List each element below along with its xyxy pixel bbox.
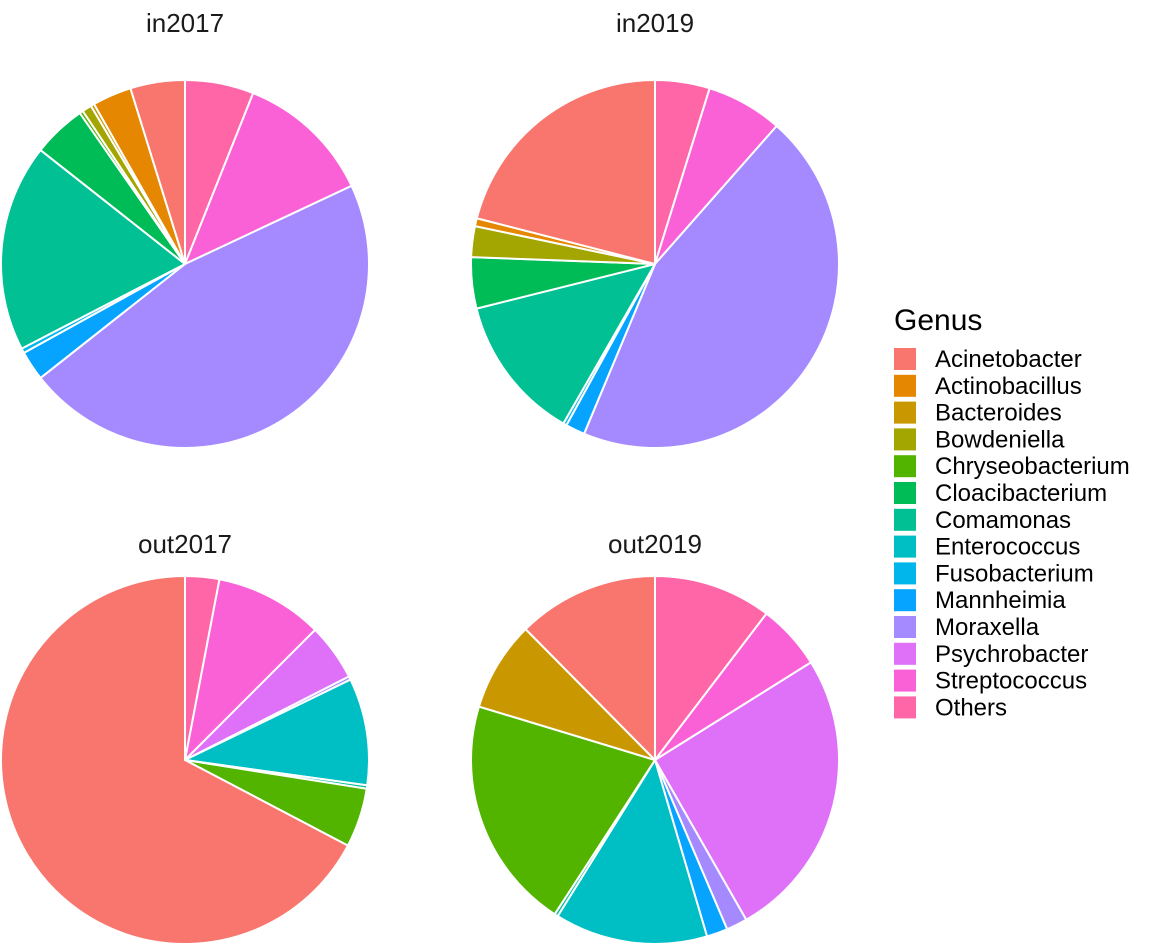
panel-title: out2019	[608, 529, 702, 559]
pie-slice-bacteroides	[477, 627, 656, 761]
legend-label: Bowdeniella	[935, 426, 1065, 453]
pie-slice-acinetobacter	[129, 78, 186, 265]
pie-slice-moraxella	[582, 124, 840, 449]
pie-slice-acinetobacter	[524, 574, 656, 763]
legend-label: Enterococcus	[935, 534, 1080, 561]
pie-slice-enterococcus	[556, 757, 709, 945]
legend-key	[894, 455, 916, 478]
pie-slice-acinetobacter	[0, 574, 350, 945]
panel-in2019: in2019	[470, 8, 840, 449]
legend-label: Moraxella	[935, 614, 1040, 641]
legend-key	[894, 589, 916, 612]
pie-slice-comamonas	[475, 262, 658, 425]
legend-key	[894, 669, 916, 692]
panel-out2019: out2019	[470, 529, 840, 945]
legend-item-enterococcus: Enterococcus	[894, 534, 1080, 561]
pie-slice-streptococcus	[183, 91, 353, 266]
legend-key	[894, 348, 916, 370]
legend-item-bacteroides: Bacteroides	[894, 400, 1062, 427]
legend-key	[894, 428, 916, 451]
legend-label: Comamonas	[935, 507, 1071, 534]
pie-slice-chryseobacterium	[470, 705, 657, 916]
legend-item-comamonas: Comamonas	[894, 507, 1071, 534]
legend-item-chryseobacterium: Chryseobacterium	[894, 453, 1130, 480]
pie-slice-moraxella	[39, 184, 370, 449]
panel-in2017: in2017	[0, 8, 370, 449]
legend-title: Genus	[894, 304, 982, 337]
legend-label: Actinobacillus	[935, 373, 1082, 400]
pie-slices	[0, 78, 370, 449]
pie-slices	[470, 574, 840, 945]
legend-item-psychrobacter: Psychrobacter	[894, 641, 1088, 668]
legend-item-fusobacterium: Fusobacterium	[894, 560, 1094, 587]
legend-label: Others	[935, 694, 1007, 721]
legend-key	[894, 642, 916, 665]
legend-key	[894, 562, 916, 585]
pie-slice-psychrobacter	[653, 661, 840, 922]
legend-key	[894, 508, 916, 531]
panel-title: in2017	[146, 8, 224, 38]
pie-slice-enterococcus	[181, 678, 370, 787]
legend-item-actinobacillus: Actinobacillus	[894, 373, 1082, 400]
legend-label: Psychrobacter	[935, 641, 1088, 668]
legend-label: Chryseobacterium	[935, 453, 1130, 480]
legend-label: Mannheimia	[935, 587, 1066, 614]
legend-item-bowdeniella: Bowdeniella	[894, 426, 1065, 453]
legend-label: Bacteroides	[935, 400, 1062, 427]
legend-key	[894, 535, 916, 558]
pie-slice-comamonas	[0, 148, 187, 350]
legend: Genus AcinetobacterActinobacillusBactero…	[894, 304, 1130, 721]
legend-key	[894, 401, 916, 424]
legend-label: Cloacibacterium	[935, 480, 1107, 507]
legend-item-mannheimia: Mannheimia	[894, 587, 1066, 614]
panel-title: in2019	[616, 8, 694, 38]
pie-slice-streptococcus	[183, 578, 317, 764]
legend-key	[894, 482, 916, 504]
pie-slices	[0, 574, 370, 945]
panel-out2017: out2017	[0, 529, 370, 945]
legend-label: Fusobacterium	[935, 560, 1094, 587]
legend-item-cloacibacterium: Cloacibacterium	[894, 480, 1107, 507]
legend-label: Streptococcus	[935, 668, 1087, 695]
legend-label: Acinetobacter	[935, 346, 1082, 373]
legend-item-moraxella: Moraxella	[894, 614, 1040, 641]
pie-slice-others	[654, 574, 768, 763]
pie-slice-acinetobacter	[475, 78, 656, 266]
legend-key	[894, 616, 916, 638]
panel-title: out2017	[138, 529, 232, 559]
legend-key	[894, 696, 916, 719]
legend-items: AcinetobacterActinobacillusBacteroidesBo…	[894, 346, 1130, 721]
legend-item-streptococcus: Streptococcus	[894, 668, 1087, 695]
legend-item-acinetobacter: Acinetobacter	[894, 346, 1082, 373]
pie-slices	[470, 78, 840, 449]
legend-key	[894, 374, 916, 397]
legend-item-others: Others	[894, 694, 1007, 721]
